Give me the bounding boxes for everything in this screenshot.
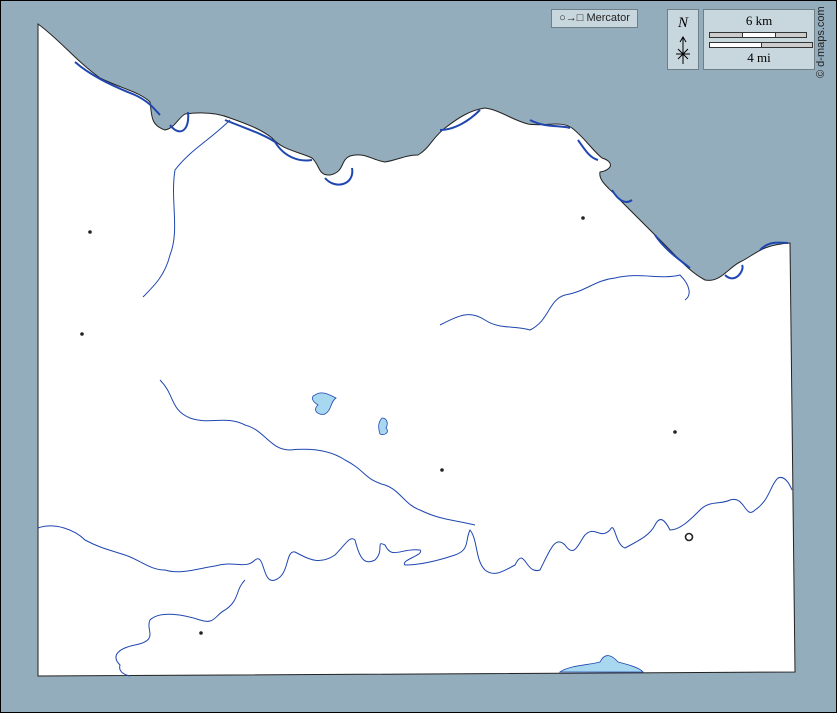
lake-1 <box>311 392 337 415</box>
land-area <box>37 23 796 677</box>
lake-3 <box>558 655 644 673</box>
compass-icon <box>676 36 690 64</box>
km-bar <box>709 32 807 38</box>
north-label: N <box>677 15 688 31</box>
town-dot <box>673 430 677 434</box>
projection-legend: ○→□ Mercator <box>551 9 638 28</box>
river-main <box>37 476 793 581</box>
coastal-river <box>74 61 789 280</box>
towns <box>80 216 694 635</box>
scale-bar: 6 km 4 mi <box>703 9 815 70</box>
river-ne <box>439 274 690 331</box>
mi-bar <box>709 42 813 48</box>
river-central <box>159 379 476 526</box>
town-dot <box>199 631 203 635</box>
scale-km-label: 6 km <box>745 13 773 28</box>
river-south <box>115 579 246 677</box>
scale-mi-label: 4 mi <box>747 50 771 65</box>
town-dot <box>88 230 92 234</box>
rivers <box>37 61 793 677</box>
town-dot <box>440 468 444 472</box>
lakes <box>311 392 644 673</box>
capital-marker <box>684 532 694 542</box>
lake-2 <box>378 417 388 435</box>
town-dot <box>581 216 585 220</box>
north-arrow: N <box>667 9 699 70</box>
river-nw <box>142 119 231 298</box>
town-dot <box>80 332 84 336</box>
credit-text: © d-maps.com <box>815 6 827 78</box>
